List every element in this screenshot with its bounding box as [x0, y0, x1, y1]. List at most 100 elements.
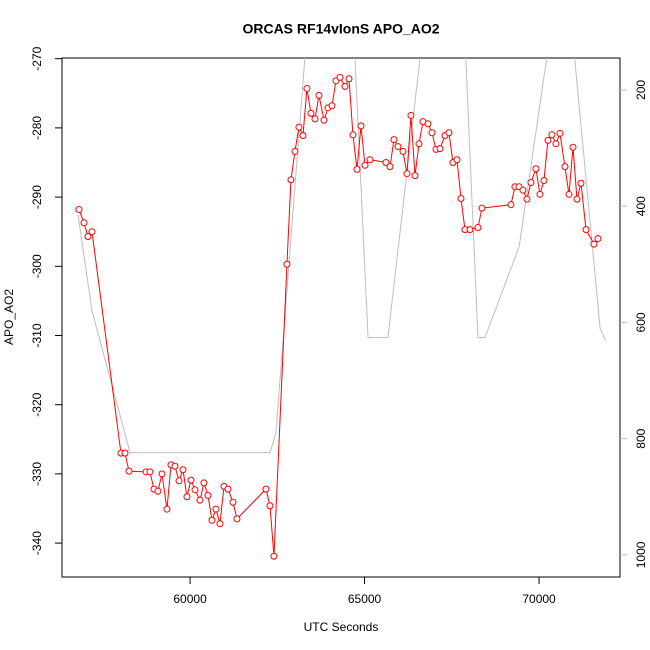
- data-point: [320, 116, 328, 124]
- data-point: [307, 109, 315, 117]
- data-point: [548, 131, 556, 139]
- data-point: [353, 165, 361, 173]
- data-point: [556, 129, 564, 137]
- data-point: [266, 502, 274, 510]
- data-point: [590, 240, 598, 248]
- data-point: [382, 158, 390, 166]
- data-point: [552, 140, 560, 148]
- y-tick-label: -320: [30, 392, 44, 416]
- data-point: [315, 91, 323, 99]
- y-tick-label: -330: [30, 462, 44, 486]
- data-point: [394, 143, 402, 151]
- data-point: [224, 485, 232, 493]
- x-axis-title: UTC Seconds: [304, 620, 379, 634]
- data-point: [208, 516, 216, 524]
- y-tick-label: -290: [30, 185, 44, 209]
- data-point: [154, 487, 162, 495]
- data-point: [121, 449, 129, 457]
- data-point: [519, 186, 527, 194]
- data-point: [88, 228, 96, 236]
- data-point: [540, 176, 548, 184]
- data-point: [158, 470, 166, 478]
- data-point: [357, 122, 365, 130]
- y-axis-title: APO_AO2: [2, 289, 16, 345]
- data-point: [436, 145, 444, 153]
- data-point: [407, 111, 415, 119]
- data-point: [200, 479, 208, 487]
- x-tick-label: 65000: [348, 592, 382, 606]
- data-point: [399, 147, 407, 155]
- data-point: [336, 73, 344, 81]
- data-point: [303, 84, 311, 92]
- data-point: [474, 224, 482, 232]
- data-point: [233, 515, 241, 523]
- series-line: [77, 58, 606, 454]
- data-point: [594, 235, 602, 243]
- data-point: [146, 468, 154, 476]
- y2-tick-label: 400: [634, 196, 648, 216]
- data-point: [171, 462, 179, 470]
- x-tick-label: 70000: [522, 592, 556, 606]
- data-point: [191, 486, 199, 494]
- data-point: [196, 496, 204, 504]
- data-point: [390, 136, 398, 144]
- data-point: [229, 498, 237, 506]
- data-point: [507, 201, 515, 209]
- data-point: [544, 136, 552, 144]
- data-point: [466, 226, 474, 234]
- data-point: [532, 165, 540, 173]
- y-tick-label: -300: [30, 254, 44, 278]
- data-point: [478, 204, 486, 212]
- data-point: [283, 260, 291, 268]
- data-point: [125, 467, 133, 475]
- x-tick-label: 60000: [173, 592, 207, 606]
- data-point: [345, 75, 353, 83]
- y2-tick-label: 600: [634, 312, 648, 332]
- data-point: [80, 219, 88, 227]
- data-point: [565, 190, 573, 198]
- data-point: [349, 131, 357, 139]
- data-point: [75, 206, 83, 214]
- data-point: [577, 179, 585, 187]
- data-point: [457, 194, 465, 202]
- data-point: [411, 172, 419, 180]
- data-point: [445, 129, 453, 137]
- y-tick-label: -340: [30, 531, 44, 555]
- data-point: [523, 195, 531, 203]
- data-point: [270, 552, 278, 560]
- data-point: [415, 140, 423, 148]
- data-point: [311, 115, 319, 123]
- data-point: [212, 505, 220, 513]
- data-point: [295, 123, 303, 131]
- y-tick-label: -310: [30, 323, 44, 347]
- data-point: [187, 476, 195, 484]
- data-point: [287, 176, 295, 184]
- data-point: [366, 156, 374, 164]
- data-point: [573, 195, 581, 203]
- data-point: [204, 491, 212, 499]
- data-point: [262, 485, 270, 493]
- data-point: [536, 190, 544, 198]
- data-point: [569, 143, 577, 151]
- data-point: [328, 102, 336, 110]
- data-point: [386, 163, 394, 171]
- series-line: [78, 76, 599, 557]
- data-point: [582, 226, 590, 234]
- data-point: [175, 477, 183, 485]
- y2-tick-label: 200: [634, 80, 648, 100]
- data-point: [527, 179, 535, 187]
- data-point: [183, 493, 191, 501]
- y-tick-label: -280: [30, 116, 44, 140]
- data-point: [299, 132, 307, 140]
- y2-tick-label: 800: [634, 428, 648, 448]
- data-point: [403, 170, 411, 178]
- y2-tick-label: 1000: [634, 541, 648, 568]
- data-point: [163, 505, 171, 513]
- chart-title: ORCAS RF14vIonS APO_AO2: [242, 21, 439, 37]
- data-point: [453, 156, 461, 164]
- data-point: [84, 233, 92, 241]
- data-point: [428, 129, 436, 137]
- plot-frame: [61, 57, 621, 578]
- data-point: [361, 161, 369, 169]
